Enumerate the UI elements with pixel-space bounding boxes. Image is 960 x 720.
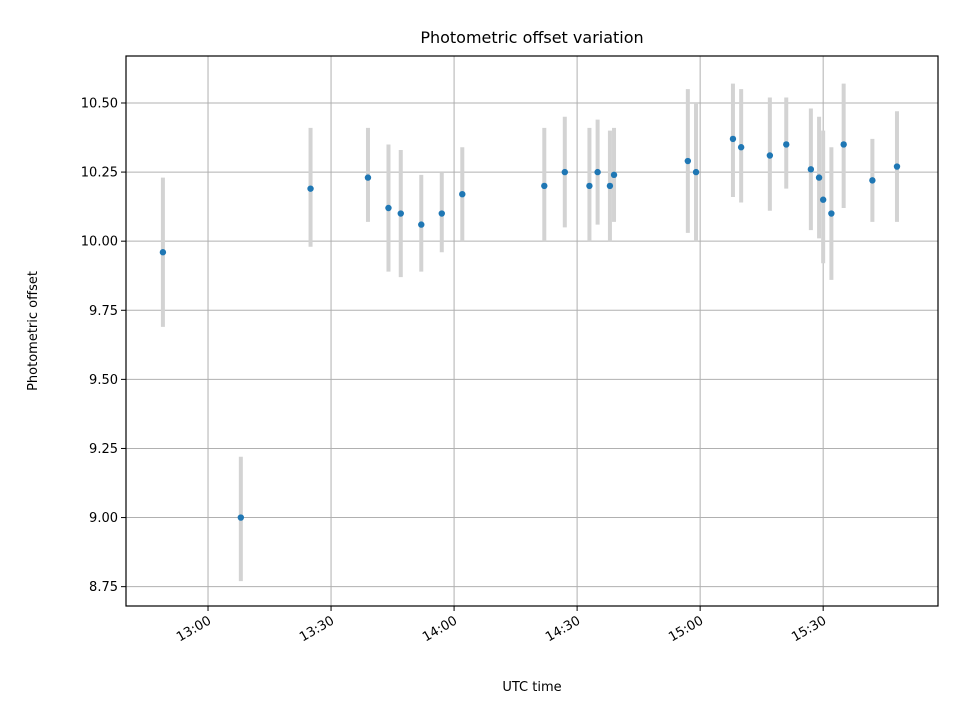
x-tick-label: 13:00 [174, 613, 214, 645]
data-point [828, 210, 835, 217]
data-point [819, 196, 827, 203]
data-point [307, 185, 314, 192]
data-point [783, 141, 790, 148]
data-point [766, 152, 774, 159]
y-tick-label: 10.00 [81, 235, 118, 250]
y-tick-label: 10.50 [81, 96, 118, 111]
data-point [893, 163, 901, 170]
y-tick-label: 9.50 [89, 373, 118, 388]
data-point [840, 141, 847, 148]
data-point [561, 168, 569, 176]
data-point [692, 168, 700, 176]
data-point [610, 171, 618, 179]
data-point [869, 177, 876, 184]
x-axis-label: UTC time [502, 680, 561, 695]
error-bars [160, 83, 899, 582]
y-axis-label: Photometric offset [26, 271, 41, 391]
data-point [606, 182, 614, 190]
data-point [397, 210, 404, 217]
x-tick-label: 15:30 [789, 613, 829, 645]
data-point [438, 210, 445, 217]
plot-area-frame [125, 55, 939, 607]
data-point [418, 221, 425, 228]
chart-title: Photometric offset variation [420, 28, 643, 47]
y-tick-label: 9.75 [89, 304, 118, 319]
data-point [807, 166, 815, 173]
x-tick-label: 13:30 [297, 613, 337, 645]
y-axis-ticks: 8.75 9.00 9.25 9.50 9.75 10.00 10.25 10.50 [81, 96, 126, 595]
x-tick-label: 14:00 [420, 613, 460, 645]
data-point [159, 249, 167, 256]
data-point [737, 144, 745, 151]
data-points [159, 135, 901, 521]
data-point [237, 514, 245, 521]
x-tick-label: 15:00 [666, 613, 706, 645]
y-tick-label: 8.75 [89, 580, 118, 595]
data-point [729, 135, 737, 143]
y-tick-label: 9.00 [89, 511, 118, 526]
data-point [594, 168, 601, 176]
grid [126, 56, 938, 606]
x-axis-ticks: 13:00 13:30 14:00 14:30 15:00 15:30 [174, 606, 829, 645]
data-point [364, 174, 372, 181]
data-point [684, 157, 692, 165]
y-tick-label: 9.25 [89, 442, 118, 457]
data-point [815, 174, 823, 181]
y-tick-label: 10.25 [81, 166, 118, 181]
data-point [586, 182, 593, 190]
data-point [541, 182, 548, 190]
data-point [459, 190, 466, 198]
x-tick-label: 14:30 [543, 613, 583, 645]
data-point [385, 204, 392, 212]
